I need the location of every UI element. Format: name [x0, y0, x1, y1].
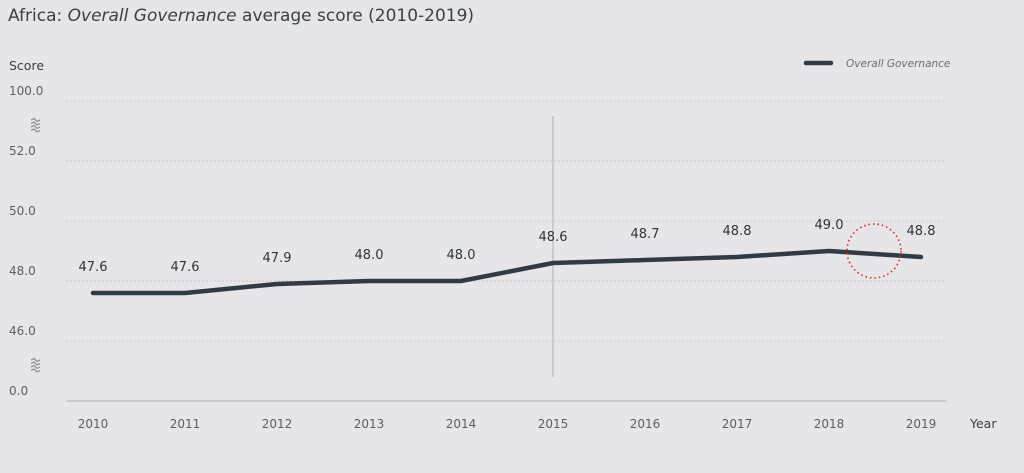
x-tick-label: 2014: [446, 417, 477, 431]
data-label: 47.6: [79, 260, 108, 275]
chart-title: Africa: Overall Governance average score…: [8, 6, 474, 26]
y-tick-label: 100.0: [9, 84, 43, 98]
grid-lines: [66, 100, 946, 402]
data-label: 47.9: [263, 251, 292, 266]
y-tick-label: 48.0: [9, 264, 36, 278]
x-tick-label: 2013: [354, 417, 385, 431]
data-label: 47.6: [171, 260, 200, 275]
axis-break-icon: [30, 357, 41, 373]
data-label: 48.0: [447, 248, 476, 263]
y-tick-label: 0.0: [9, 384, 28, 398]
data-label: 48.0: [355, 248, 384, 263]
data-label: 48.7: [631, 227, 660, 242]
x-tick-label: 2012: [262, 417, 293, 431]
x-tick-labels: 2010 2011 2012 2013 2014 2015 2016 2017 2018 2019: [78, 417, 937, 431]
axis-break-icon: [30, 117, 41, 133]
legend: Overall Governance: [803, 58, 950, 70]
y-tick-label: 50.0: [9, 204, 36, 218]
x-tick-label: 2019: [906, 417, 937, 431]
title-prefix: Africa:: [8, 6, 68, 26]
x-tick-label: 2011: [170, 417, 201, 431]
y-tick-labels: 100.0 52.0 50.0 48.0 46.0 0.0: [9, 84, 43, 398]
data-labels: 47.6 47.6 47.9 48.0 48.0 48.6 48.7 48.8 49.0 48.8: [79, 218, 936, 275]
title-suffix: average score (2010-2019): [236, 6, 475, 26]
data-label: 48.8: [907, 224, 936, 239]
title-emphasis: Overall Governance: [67, 6, 237, 26]
y-tick-label: 52.0: [9, 144, 36, 158]
data-label: 48.6: [539, 230, 568, 245]
y-axis-label: Score: [9, 58, 44, 73]
series-line-overall-governance: [90, 248, 924, 296]
axis-breaks: [30, 117, 41, 373]
legend-label: Overall Governance: [846, 58, 950, 70]
highlight-circle: [846, 223, 902, 279]
x-tick-label: 2010: [78, 417, 109, 431]
data-label: 49.0: [815, 218, 844, 233]
x-tick-label: 2016: [630, 417, 661, 431]
x-tick-label: 2015: [538, 417, 569, 431]
x-axis-label: Year: [969, 416, 997, 431]
data-label: 48.8: [723, 224, 752, 239]
y-tick-label: 46.0: [9, 324, 36, 338]
x-tick-label: 2018: [814, 417, 845, 431]
x-tick-label: 2017: [722, 417, 753, 431]
